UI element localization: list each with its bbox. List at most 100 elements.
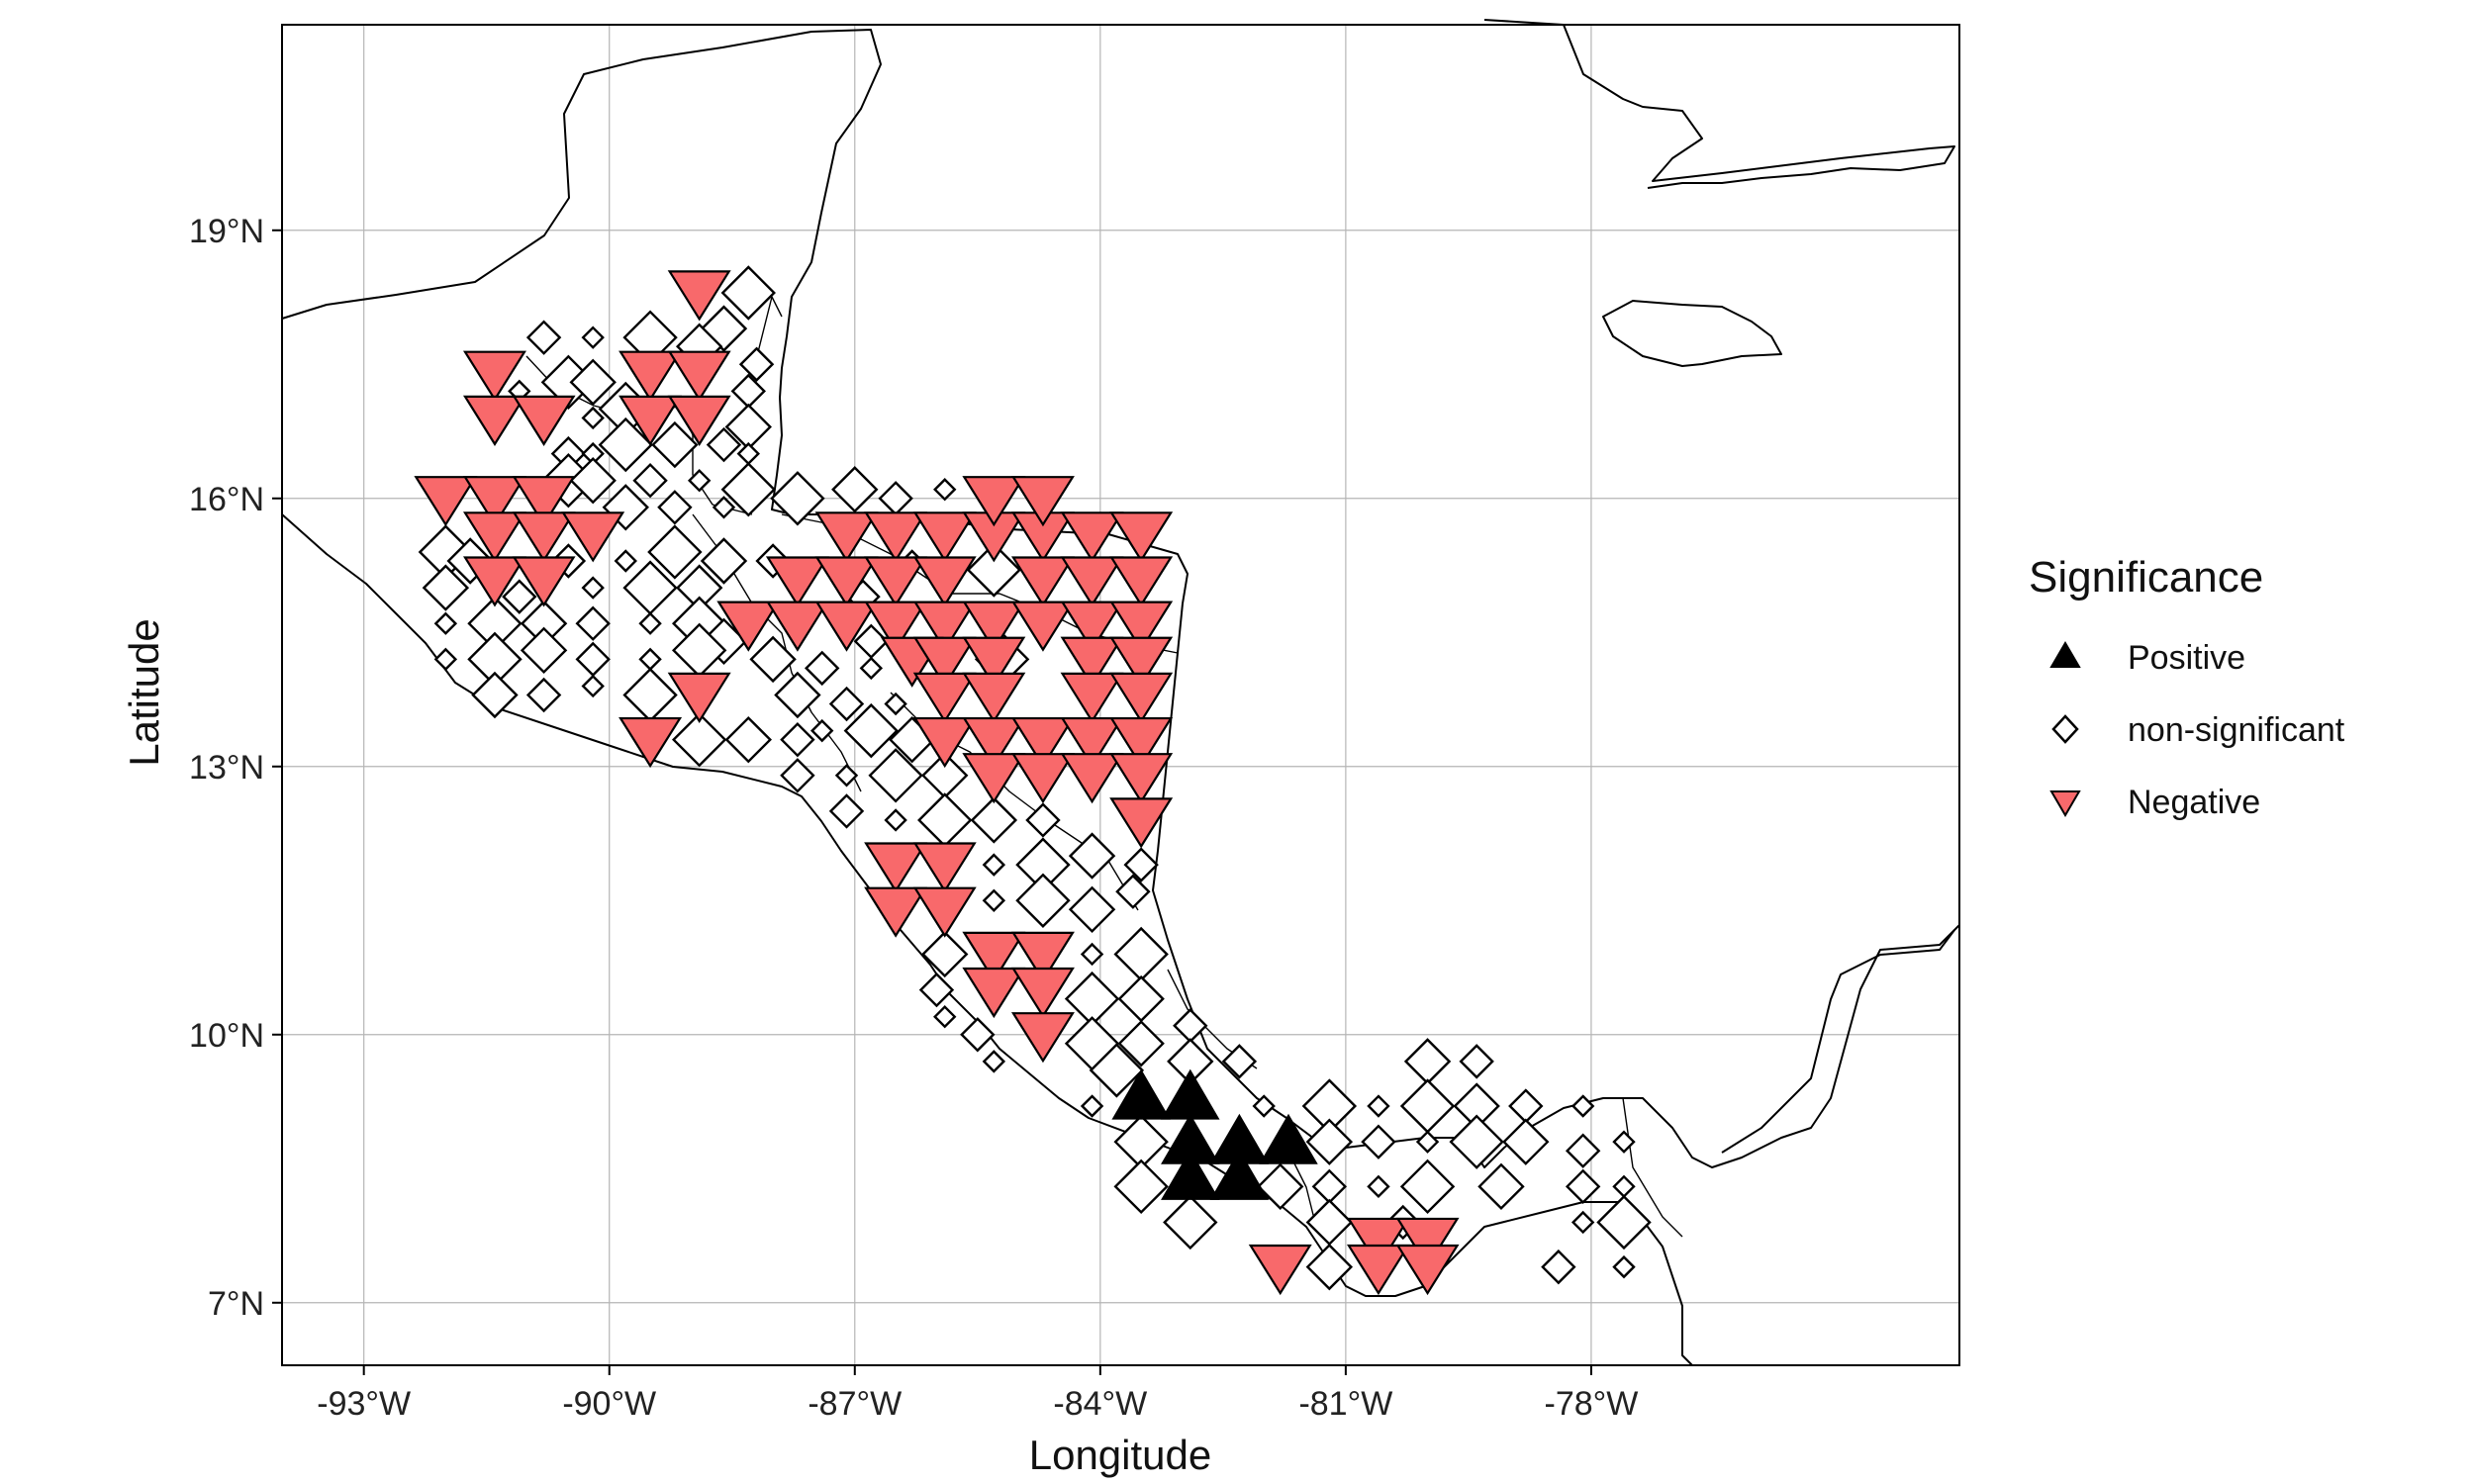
nonsignificant-point	[770, 471, 825, 526]
nonsignificant-point	[834, 764, 859, 788]
nonsignificant-point	[651, 420, 699, 469]
negative-point	[864, 601, 928, 652]
nonsignificant-point	[638, 611, 662, 635]
negative-point	[962, 601, 1026, 652]
nonsignificant-point	[810, 718, 834, 743]
nonsignificant-point	[575, 605, 611, 641]
nonsignificant-point	[982, 853, 1006, 877]
nonsignificant-point	[671, 711, 727, 768]
nonsignificant-point	[1025, 802, 1061, 838]
nonsignificant-point	[525, 320, 562, 355]
nonsignificant-point	[1163, 1194, 1218, 1251]
nonsignificant-point	[1305, 1118, 1354, 1165]
x-tick-label: -87°W	[808, 1385, 902, 1423]
negative-point	[814, 601, 879, 652]
positive-point	[1209, 1149, 1270, 1200]
negative-point	[462, 556, 526, 607]
negative-point	[1395, 1217, 1460, 1269]
positive-point	[1111, 1068, 1171, 1120]
negative-point	[962, 931, 1026, 982]
negative-point	[912, 511, 977, 563]
nonsignificant-point	[581, 406, 605, 430]
negative-point	[962, 716, 1026, 769]
nonsignificant-point	[780, 721, 815, 758]
plot-panel-border	[281, 24, 1960, 1366]
nonsignificant-point	[1541, 1249, 1576, 1285]
negative-point	[462, 350, 526, 402]
negative-point	[1060, 753, 1124, 804]
nonsignificant-point	[1257, 1162, 1304, 1211]
nonsignificant-point	[738, 346, 775, 382]
legend-title: Significance	[2029, 553, 2263, 602]
nonsignificant-point	[780, 758, 815, 793]
negative-point	[962, 967, 1026, 1019]
negative-point	[1109, 636, 1174, 688]
nonsignificant-point	[581, 674, 605, 698]
nonsignificant-point	[1449, 1114, 1504, 1169]
nonsignificant-point	[828, 793, 865, 829]
nonsignificant-point	[712, 496, 736, 519]
negative-point	[1109, 716, 1174, 769]
negative-point	[864, 886, 928, 938]
negative-point	[864, 556, 928, 607]
negative-point	[1248, 1244, 1312, 1296]
axes: -93°W -90°W -87°W -84°W -81°W -78°W 7°N 10°N 13°…	[189, 213, 1638, 1423]
nonsignificant-point	[843, 702, 900, 759]
nonsignificant-point	[1367, 1094, 1390, 1118]
coastline-pacific	[281, 513, 1693, 1366]
coastline-south-america	[1721, 929, 1955, 1154]
negative-point	[962, 753, 1026, 804]
nonsignificant-point	[918, 972, 955, 1008]
coastline-jamaica	[1602, 300, 1782, 367]
nonsignificant-point	[1367, 1174, 1390, 1199]
nonsignificant-point	[1565, 1168, 1601, 1205]
nonsignificant-point	[1252, 1094, 1276, 1118]
nonsignificant-point	[1570, 1094, 1595, 1118]
nonsignificant-point	[1459, 1044, 1494, 1079]
station-points	[414, 265, 1652, 1296]
negative-point	[667, 350, 731, 402]
nonsignificant-point	[1612, 1130, 1636, 1154]
negative-point	[912, 672, 977, 723]
negative-point	[512, 476, 576, 527]
x-tick-label: -78°W	[1545, 1385, 1639, 1423]
negative-point	[1060, 636, 1124, 688]
nonsignificant-point	[1113, 1159, 1169, 1215]
y-tick-label: 13°N	[189, 749, 264, 787]
nonsignificant-point	[1080, 942, 1104, 967]
nonsignificant-point	[831, 466, 879, 513]
nonsignificant-point	[884, 692, 907, 716]
negative-point	[1109, 556, 1174, 607]
negative-point	[1010, 753, 1075, 804]
negative-point	[1010, 716, 1075, 769]
negative-point	[1109, 601, 1174, 652]
coastline-cuba	[1483, 19, 1955, 189]
nonsignificant-point	[749, 635, 797, 684]
negative-point	[1109, 797, 1174, 849]
x-tick-label: -93°W	[317, 1385, 411, 1423]
nonsignificant-point	[1596, 1194, 1652, 1251]
positive-point	[1259, 1113, 1318, 1164]
nonsignificant-point	[724, 715, 772, 764]
negative-point	[912, 716, 977, 769]
legend-label-negative: Negative	[2128, 784, 2260, 821]
nonsignificant-point	[921, 930, 969, 978]
nonsignificant-point	[1612, 1254, 1636, 1279]
nonsignificant-point	[982, 888, 1006, 912]
nonsignificant-point	[970, 796, 1018, 844]
nonsignificant-point	[657, 490, 693, 525]
nonsignificant-point	[433, 611, 458, 635]
nonsignificant-point	[1415, 1130, 1440, 1154]
nonsignificant-point	[614, 549, 637, 573]
negative-point	[618, 350, 683, 402]
legend-label-positive: Positive	[2128, 639, 2245, 677]
negative-point	[1060, 672, 1124, 723]
negative-point	[716, 601, 781, 652]
nonsignificant-point	[828, 686, 865, 722]
nonsignificant-point	[1477, 1162, 1525, 1211]
negative-point	[667, 270, 731, 322]
nonsignificant-point	[868, 748, 923, 803]
nonsignificant-point	[706, 426, 742, 463]
legend-nonsignificant-symbol	[2051, 714, 2079, 744]
